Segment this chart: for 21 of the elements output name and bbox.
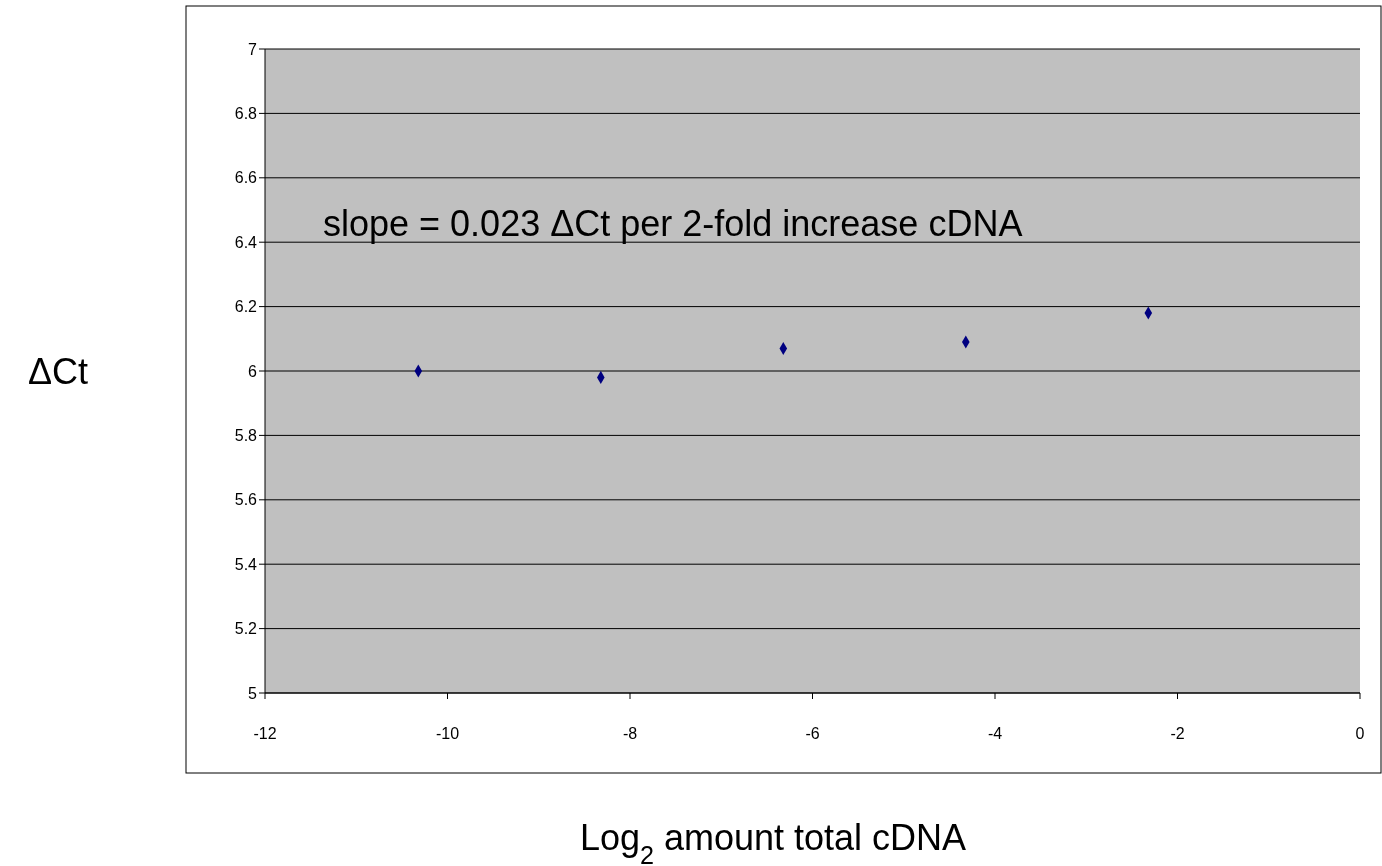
y-tick-label: 6.8 — [234, 105, 258, 122]
y-tick-label: 6.6 — [234, 169, 258, 187]
y-tick-label: 5.4 — [234, 555, 258, 573]
annotation: slope = 0.023 ΔCt per 2-fold increase cDNA — [323, 203, 1023, 244]
x-tick-label: -2 — [1170, 725, 1185, 742]
y-tick-label: 5.8 — [234, 427, 258, 444]
x-tick-label: -10 — [435, 725, 460, 742]
y-tick-label: 7 — [248, 40, 258, 58]
y-tick-label: 6.4 — [234, 233, 258, 251]
y-tick-label: 5 — [248, 684, 258, 702]
y-tick-label: 5.2 — [234, 620, 258, 638]
x-tick-label: -6 — [805, 725, 820, 742]
y-tick-label: 5.6 — [234, 491, 258, 509]
x-tick-label: -4 — [987, 725, 1003, 742]
y-tick-label: 6 — [248, 362, 258, 380]
y-tick-label: 6.2 — [234, 298, 258, 316]
y-axis-title: ΔCt — [27, 351, 89, 392]
x-tick-label: -8 — [622, 725, 638, 742]
x-axis-title: Log$_{2}$ amount total cDNA — [579, 817, 967, 866]
x-tick-label: -12 — [253, 725, 277, 742]
x-tick-label: 0 — [1355, 725, 1365, 742]
